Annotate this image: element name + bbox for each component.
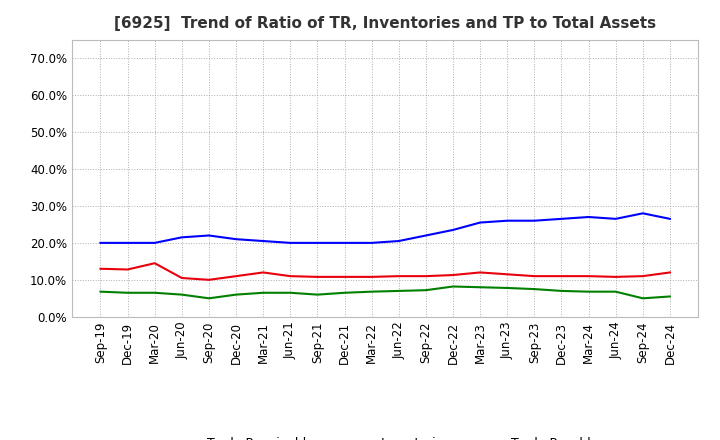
Trade Receivables <box>476 270 485 275</box>
Trade Receivables <box>123 267 132 272</box>
Trade Payables <box>232 292 240 297</box>
Trade Payables <box>204 296 213 301</box>
Trade Receivables <box>286 274 294 279</box>
Inventories <box>665 216 674 221</box>
Inventories <box>611 216 620 221</box>
Trade Receivables <box>259 270 268 275</box>
Trade Receivables <box>395 274 403 279</box>
Trade Receivables <box>150 260 159 266</box>
Inventories <box>395 238 403 244</box>
Inventories <box>178 235 186 240</box>
Title: [6925]  Trend of Ratio of TR, Inventories and TP to Total Assets: [6925] Trend of Ratio of TR, Inventories… <box>114 16 656 32</box>
Trade Payables <box>341 290 349 295</box>
Inventories <box>341 240 349 246</box>
Trade Payables <box>557 288 566 293</box>
Trade Receivables <box>313 274 322 279</box>
Trade Receivables <box>96 266 105 271</box>
Inventories <box>286 240 294 246</box>
Inventories <box>449 227 457 233</box>
Trade Receivables <box>611 274 620 279</box>
Inventories <box>204 233 213 238</box>
Trade Receivables <box>232 274 240 279</box>
Trade Payables <box>150 290 159 295</box>
Trade Receivables <box>530 274 539 279</box>
Inventories <box>421 233 430 238</box>
Trade Payables <box>286 290 294 295</box>
Inventories <box>259 238 268 244</box>
Trade Receivables <box>449 272 457 278</box>
Inventories <box>150 240 159 246</box>
Inventories <box>639 211 647 216</box>
Trade Receivables <box>421 274 430 279</box>
Inventories <box>557 216 566 221</box>
Trade Payables <box>123 290 132 295</box>
Trade Receivables <box>557 274 566 279</box>
Trade Payables <box>639 296 647 301</box>
Trade Payables <box>665 294 674 299</box>
Legend: Trade Receivables, Inventories, Trade Payables: Trade Receivables, Inventories, Trade Pa… <box>161 432 610 440</box>
Inventories <box>367 240 376 246</box>
Trade Payables <box>421 288 430 293</box>
Trade Payables <box>367 289 376 294</box>
Inventories <box>584 214 593 220</box>
Trade Payables <box>178 292 186 297</box>
Inventories <box>476 220 485 225</box>
Trade Receivables <box>367 274 376 279</box>
Trade Payables <box>449 284 457 289</box>
Line: Inventories: Inventories <box>101 213 670 243</box>
Trade Payables <box>611 289 620 294</box>
Trade Receivables <box>204 277 213 282</box>
Trade Payables <box>584 289 593 294</box>
Trade Receivables <box>584 274 593 279</box>
Inventories <box>232 237 240 242</box>
Inventories <box>530 218 539 224</box>
Trade Receivables <box>341 274 349 279</box>
Line: Trade Payables: Trade Payables <box>101 286 670 298</box>
Trade Payables <box>476 285 485 290</box>
Trade Payables <box>259 290 268 295</box>
Trade Payables <box>503 285 511 290</box>
Trade Receivables <box>503 271 511 277</box>
Inventories <box>96 240 105 246</box>
Trade Receivables <box>639 274 647 279</box>
Inventories <box>313 240 322 246</box>
Trade Payables <box>313 292 322 297</box>
Inventories <box>503 218 511 224</box>
Trade Payables <box>96 289 105 294</box>
Trade Receivables <box>665 270 674 275</box>
Trade Payables <box>395 288 403 293</box>
Line: Trade Receivables: Trade Receivables <box>101 263 670 280</box>
Trade Payables <box>530 286 539 292</box>
Inventories <box>123 240 132 246</box>
Trade Receivables <box>178 275 186 281</box>
